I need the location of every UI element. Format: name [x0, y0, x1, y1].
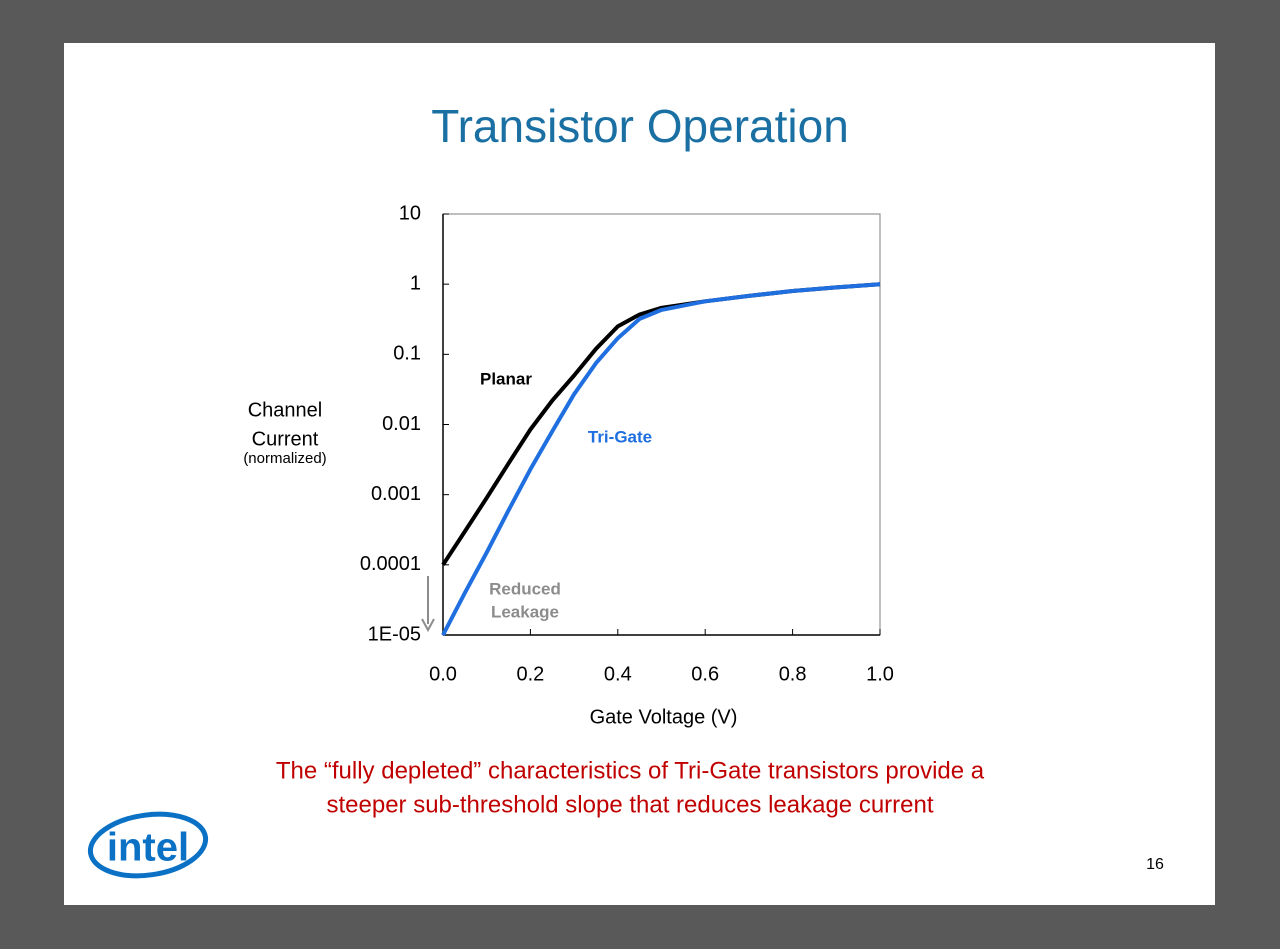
x-tick-label: 1.0 — [866, 663, 894, 685]
x-tick-label: 0.4 — [604, 663, 632, 685]
x-tick-label: 0.6 — [691, 663, 719, 685]
y-axis-label: (normalized) — [243, 450, 326, 467]
annotation: Leakage — [491, 602, 559, 621]
slide — [64, 43, 1215, 905]
y-tick-label: 1E-05 — [368, 623, 421, 645]
y-tick-label: 0.001 — [371, 483, 421, 505]
series-label: Planar — [480, 369, 532, 388]
logo: intel — [107, 826, 189, 870]
y-tick-label: 0.1 — [393, 343, 421, 365]
x-tick-label: 0.0 — [429, 663, 457, 685]
caption: The “fully depleted” characteristics of … — [276, 757, 985, 784]
annotation: Reduced — [489, 579, 561, 598]
y-tick-label: 10 — [399, 202, 421, 224]
slide-title: Transistor Operation — [431, 100, 849, 152]
series-line — [441, 282, 881, 636]
chart: 1E-05 0.0001 0.001 0.01 0.1 1 10 0.0 0.2 0.4 0.6 0.… — [243, 202, 894, 728]
y-tick-label: 0.01 — [382, 413, 421, 435]
page-number: 16 — [1146, 856, 1164, 873]
x-tick-label: 0.2 — [516, 663, 544, 685]
y-tick-label: 0.0001 — [360, 553, 421, 575]
y-axis-label: Channel — [248, 399, 323, 421]
x-tick-label: 0.8 — [779, 663, 807, 685]
x-axis-label: Gate Voltage (V) — [590, 706, 738, 728]
y-axis-label: Current — [252, 428, 319, 450]
series-label: Tri-Gate — [588, 427, 652, 446]
y-tick-label: 1 — [410, 272, 421, 294]
annotation-arrowhead — [421, 618, 435, 633]
caption: steeper sub-threshold slope that reduces… — [326, 791, 933, 818]
logo-swoosh — [87, 811, 209, 879]
